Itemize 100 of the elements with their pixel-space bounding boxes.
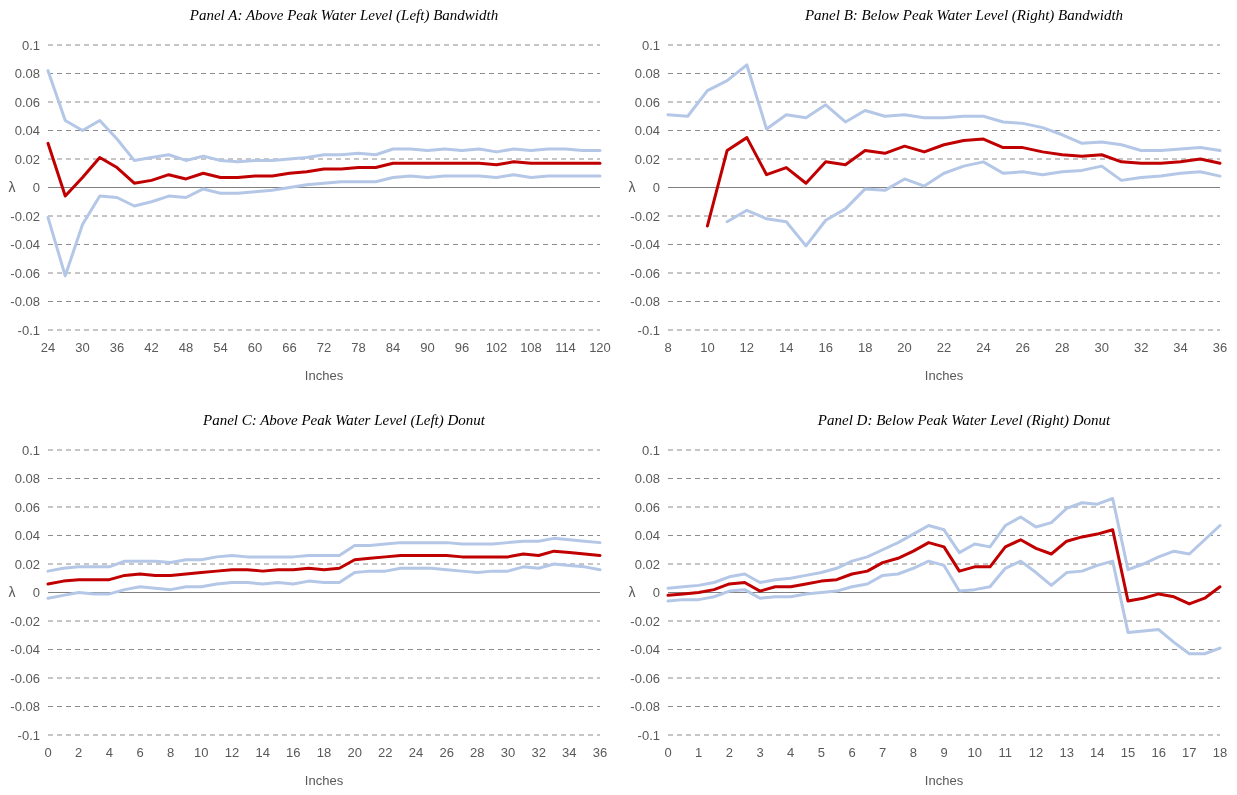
x-tick-label: 10 bbox=[194, 745, 209, 760]
line-series bbox=[46, 141, 602, 198]
x-tick-label: 14 bbox=[255, 745, 270, 760]
x-tick-label: 22 bbox=[378, 745, 393, 760]
x-tick-label: 18 bbox=[1212, 745, 1228, 760]
x-tick-label: 34 bbox=[1173, 340, 1188, 355]
x-tick-label: 30 bbox=[75, 340, 90, 355]
y-axis-title: λ bbox=[628, 179, 636, 196]
x-axis-title: Inches bbox=[304, 368, 344, 383]
x-axis-title: Inches bbox=[924, 773, 964, 788]
x-tick-label: 4 bbox=[787, 745, 795, 760]
y-tick-label: -0.02 bbox=[10, 613, 40, 629]
x-tick-label: 120 bbox=[589, 340, 611, 355]
x-tick-label: 14 bbox=[1090, 745, 1105, 760]
x-tick-label: 26 bbox=[439, 745, 454, 760]
line-series bbox=[666, 528, 1222, 606]
x-tick-label: 32 bbox=[1133, 340, 1149, 355]
x-tick-label: 20 bbox=[897, 340, 912, 355]
x-tick-label: 1 bbox=[695, 745, 703, 760]
x-tick-label: 14 bbox=[779, 340, 794, 355]
y-tick-label: 0.08 bbox=[14, 471, 40, 487]
y-axis-title: λ bbox=[8, 584, 16, 601]
line-series bbox=[46, 549, 602, 586]
chart-title: Panel B: Below Peak Water Level (Right) Bandwidth bbox=[803, 7, 1124, 24]
line-series bbox=[46, 562, 602, 600]
y-tick-label: 0.08 bbox=[634, 66, 660, 82]
x-tick-label: 7 bbox=[879, 745, 887, 760]
x-tick-label: 9 bbox=[940, 745, 948, 760]
y-tick-label: 0.06 bbox=[634, 499, 660, 515]
x-tick-label: 2 bbox=[725, 745, 733, 760]
y-tick-label: -0.04 bbox=[10, 237, 40, 253]
x-tick-label: 16 bbox=[286, 745, 301, 760]
y-tick-label: -0.06 bbox=[630, 670, 660, 686]
y-tick-label: -0.1 bbox=[17, 322, 40, 338]
y-tick-label: -0.08 bbox=[630, 699, 660, 715]
x-tick-label: 12 bbox=[739, 340, 755, 355]
y-tick-label: 0.04 bbox=[14, 123, 40, 139]
y-tick-label: 0.06 bbox=[14, 499, 40, 515]
y-tick-label: 0.1 bbox=[21, 442, 40, 458]
x-tick-label: 22 bbox=[936, 340, 952, 355]
y-tick-label: -0.02 bbox=[630, 613, 660, 629]
x-tick-label: 13 bbox=[1059, 745, 1074, 760]
line-series bbox=[46, 173, 602, 278]
chart-title: Panel A: Above Peak Water Level (Left) Bandwidth bbox=[188, 7, 499, 24]
x-tick-label: 24 bbox=[408, 745, 424, 760]
x-tick-label: 12 bbox=[224, 745, 240, 760]
x-tick-label: 0 bbox=[44, 745, 52, 760]
x-tick-label: 2 bbox=[75, 745, 83, 760]
x-axis-title: Inches bbox=[304, 773, 344, 788]
line-series bbox=[666, 559, 1222, 656]
x-tick-label: 16 bbox=[818, 340, 833, 355]
line-series bbox=[46, 69, 602, 164]
x-tick-label: 48 bbox=[178, 340, 194, 355]
y-tick-label: 0.1 bbox=[641, 442, 660, 458]
y-tick-label: 0.04 bbox=[634, 528, 660, 544]
x-tick-label: 26 bbox=[1015, 340, 1031, 355]
x-tick-label: 42 bbox=[144, 340, 159, 355]
y-tick-label: -0.06 bbox=[10, 670, 40, 686]
x-tick-label: 60 bbox=[247, 340, 263, 355]
y-tick-label: 0.08 bbox=[634, 471, 660, 487]
x-tick-label: 17 bbox=[1182, 745, 1197, 760]
x-tick-label: 12 bbox=[1028, 745, 1044, 760]
y-tick-label: -0.06 bbox=[630, 265, 660, 281]
x-tick-label: 8 bbox=[664, 340, 672, 355]
x-tick-label: 102 bbox=[485, 340, 508, 355]
x-tick-label: 16 bbox=[1151, 745, 1166, 760]
y-tick-label: 0 bbox=[32, 180, 40, 196]
x-tick-label: 24 bbox=[40, 340, 56, 355]
x-tick-label: 10 bbox=[967, 745, 982, 760]
x-tick-label: 8 bbox=[167, 745, 175, 760]
x-axis-title: Inches bbox=[924, 368, 964, 383]
x-tick-label: 114 bbox=[555, 340, 576, 355]
x-tick-label: 84 bbox=[385, 340, 401, 355]
x-tick-label: 6 bbox=[848, 745, 856, 760]
x-tick-label: 6 bbox=[136, 745, 144, 760]
y-tick-label: 0 bbox=[652, 180, 660, 196]
x-tick-label: 10 bbox=[700, 340, 715, 355]
y-tick-label: 0 bbox=[652, 585, 660, 601]
y-tick-label: 0.02 bbox=[14, 151, 40, 167]
y-tick-label: -0.08 bbox=[630, 294, 660, 310]
y-tick-label: 0.1 bbox=[641, 37, 660, 53]
x-tick-label: 36 bbox=[109, 340, 125, 355]
line-series bbox=[725, 160, 1222, 248]
y-tick-label: -0.06 bbox=[10, 265, 40, 281]
y-tick-label: 0 bbox=[32, 585, 40, 601]
y-tick-label: -0.04 bbox=[630, 237, 660, 253]
x-tick-label: 36 bbox=[1212, 340, 1228, 355]
line-series bbox=[705, 136, 1222, 228]
x-tick-label: 15 bbox=[1120, 745, 1136, 760]
x-tick-label: 24 bbox=[976, 340, 991, 355]
y-tick-label: 0.06 bbox=[14, 94, 40, 110]
y-tick-label: 0.02 bbox=[14, 556, 40, 572]
y-tick-label: -0.08 bbox=[10, 699, 40, 715]
x-tick-label: 28 bbox=[1055, 340, 1070, 355]
y-axis-title: λ bbox=[628, 584, 636, 601]
x-tick-label: 3 bbox=[756, 745, 764, 760]
x-tick-label: 0 bbox=[664, 745, 672, 760]
x-tick-label: 32 bbox=[531, 745, 546, 760]
chart-title: Panel D: Below Peak Water Level (Right) Donut bbox=[816, 412, 1111, 429]
y-tick-label: 0.06 bbox=[634, 94, 660, 110]
